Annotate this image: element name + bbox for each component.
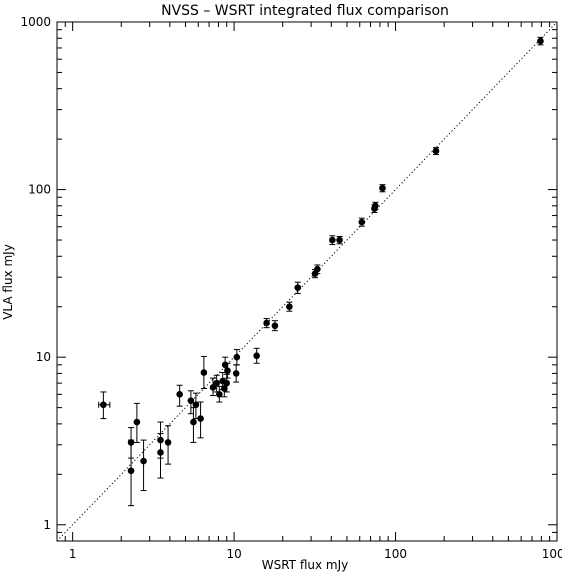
data-point — [140, 457, 147, 465]
data-point — [127, 467, 135, 475]
axis-ticks-group: 1 10 100 1000 1 10 100 1000 — [20, 15, 562, 561]
data-point — [233, 353, 241, 361]
data-point — [358, 218, 366, 226]
data-point — [221, 361, 229, 369]
data-point — [372, 202, 379, 210]
data-point — [157, 436, 164, 444]
data-point — [133, 418, 141, 426]
error-bars-group — [98, 36, 544, 507]
data-point — [216, 391, 223, 398]
y-tick-label: 1 — [43, 518, 51, 532]
data-point — [263, 319, 270, 327]
data-point — [213, 379, 220, 387]
data-point — [432, 147, 440, 155]
data-point — [314, 265, 321, 273]
data-point — [100, 401, 107, 409]
data-point — [127, 439, 135, 446]
data-point — [209, 384, 217, 391]
reference-line — [56, 21, 558, 542]
data-point — [197, 415, 204, 422]
x-tick-label: 1 — [69, 547, 77, 561]
reference-line-group — [56, 21, 558, 542]
x-tick-label: 10 — [226, 547, 241, 561]
x-axis-label: WSRT flux mJy — [262, 558, 349, 572]
data-point — [221, 385, 228, 392]
data-point — [157, 449, 164, 456]
x-tick-label: 1000 — [542, 547, 562, 561]
data-point — [294, 284, 302, 291]
data-point — [192, 401, 200, 409]
data-point — [286, 303, 293, 311]
data-point — [336, 236, 343, 244]
data-points-group — [100, 37, 544, 475]
chart-title: NVSS – WSRT integrated flux comparison — [161, 3, 449, 19]
data-point — [164, 439, 172, 446]
y-tick-label: 10 — [36, 350, 51, 364]
data-point — [253, 352, 260, 360]
data-point — [200, 369, 208, 376]
data-point — [379, 184, 386, 192]
data-point — [224, 367, 231, 375]
data-point — [232, 370, 240, 377]
plot-frame — [56, 21, 558, 542]
data-point — [223, 379, 231, 387]
data-point — [176, 391, 183, 398]
data-point — [329, 236, 336, 244]
data-point — [537, 37, 544, 45]
y-tick-label: 100 — [28, 183, 51, 197]
y-axis-label: VLA flux mJy — [1, 244, 15, 320]
y-tick-label: 1000 — [20, 15, 51, 29]
x-tick-label: 100 — [384, 547, 407, 561]
data-point — [190, 418, 197, 426]
data-point — [187, 397, 195, 404]
data-point — [271, 322, 279, 330]
